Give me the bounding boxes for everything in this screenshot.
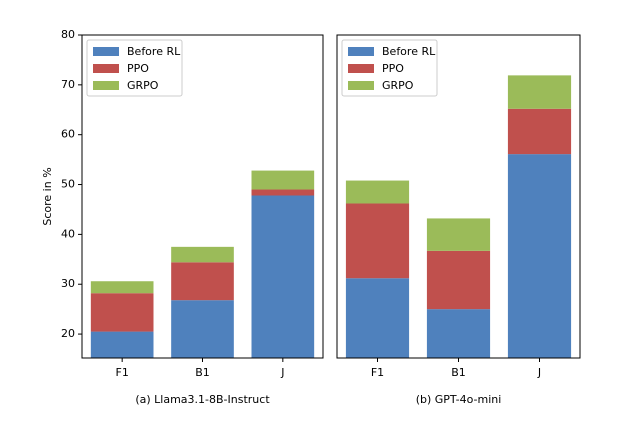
bar-segment — [507, 108, 572, 155]
y-tick-label: 40 — [61, 227, 75, 240]
legend-label: Before RL — [127, 45, 181, 58]
bar-segment — [251, 195, 315, 358]
x-tick-label: F1 — [116, 366, 129, 379]
legend-swatch — [93, 81, 119, 90]
y-tick-label: 50 — [61, 178, 75, 191]
plot-frame — [336, 34, 581, 359]
bar-segment — [345, 180, 410, 204]
x-tick-label: J — [280, 366, 284, 379]
legend-swatch — [93, 64, 119, 73]
legend-label: GRPO — [382, 79, 414, 92]
y-axis-label: Score in % — [41, 167, 54, 225]
y-tick-label: 80 — [61, 28, 75, 41]
legend-label: PPO — [127, 62, 149, 75]
bar-segment — [90, 281, 154, 294]
bar-segment — [426, 250, 491, 310]
x-tick-label: B1 — [195, 366, 210, 379]
bar-segment — [345, 278, 410, 358]
legend-swatch — [93, 47, 119, 56]
bar-segment — [90, 331, 154, 358]
bar-segment — [90, 293, 154, 332]
legend-label: GRPO — [127, 79, 159, 92]
bar-segment — [426, 309, 491, 358]
bar-segment — [507, 75, 572, 109]
legend-swatch — [348, 47, 374, 56]
bar-segment — [171, 246, 234, 263]
bar-segment — [251, 170, 315, 190]
bar-segment — [171, 262, 234, 301]
bar-segment — [426, 218, 491, 251]
x-tick-label: B1 — [451, 366, 466, 379]
bar-segment — [251, 189, 315, 196]
legend-label: PPO — [382, 62, 404, 75]
y-tick-label: 30 — [61, 277, 75, 290]
panel-caption: (a) Llama3.1-8B-Instruct — [135, 393, 270, 406]
x-tick-label: J — [537, 366, 541, 379]
bar-segment — [507, 154, 572, 358]
x-tick-label: F1 — [371, 366, 384, 379]
y-tick-label: 60 — [61, 128, 75, 141]
y-tick-label: 70 — [61, 78, 75, 91]
plot-frame — [81, 34, 324, 359]
y-tick-label: 20 — [61, 327, 75, 340]
legend-swatch — [348, 81, 374, 90]
bar-segment — [345, 203, 410, 279]
bar-segment — [171, 300, 234, 358]
legend-swatch — [348, 64, 374, 73]
panel-caption: (b) GPT-4o-mini — [416, 393, 502, 406]
legend-label: Before RL — [382, 45, 436, 58]
